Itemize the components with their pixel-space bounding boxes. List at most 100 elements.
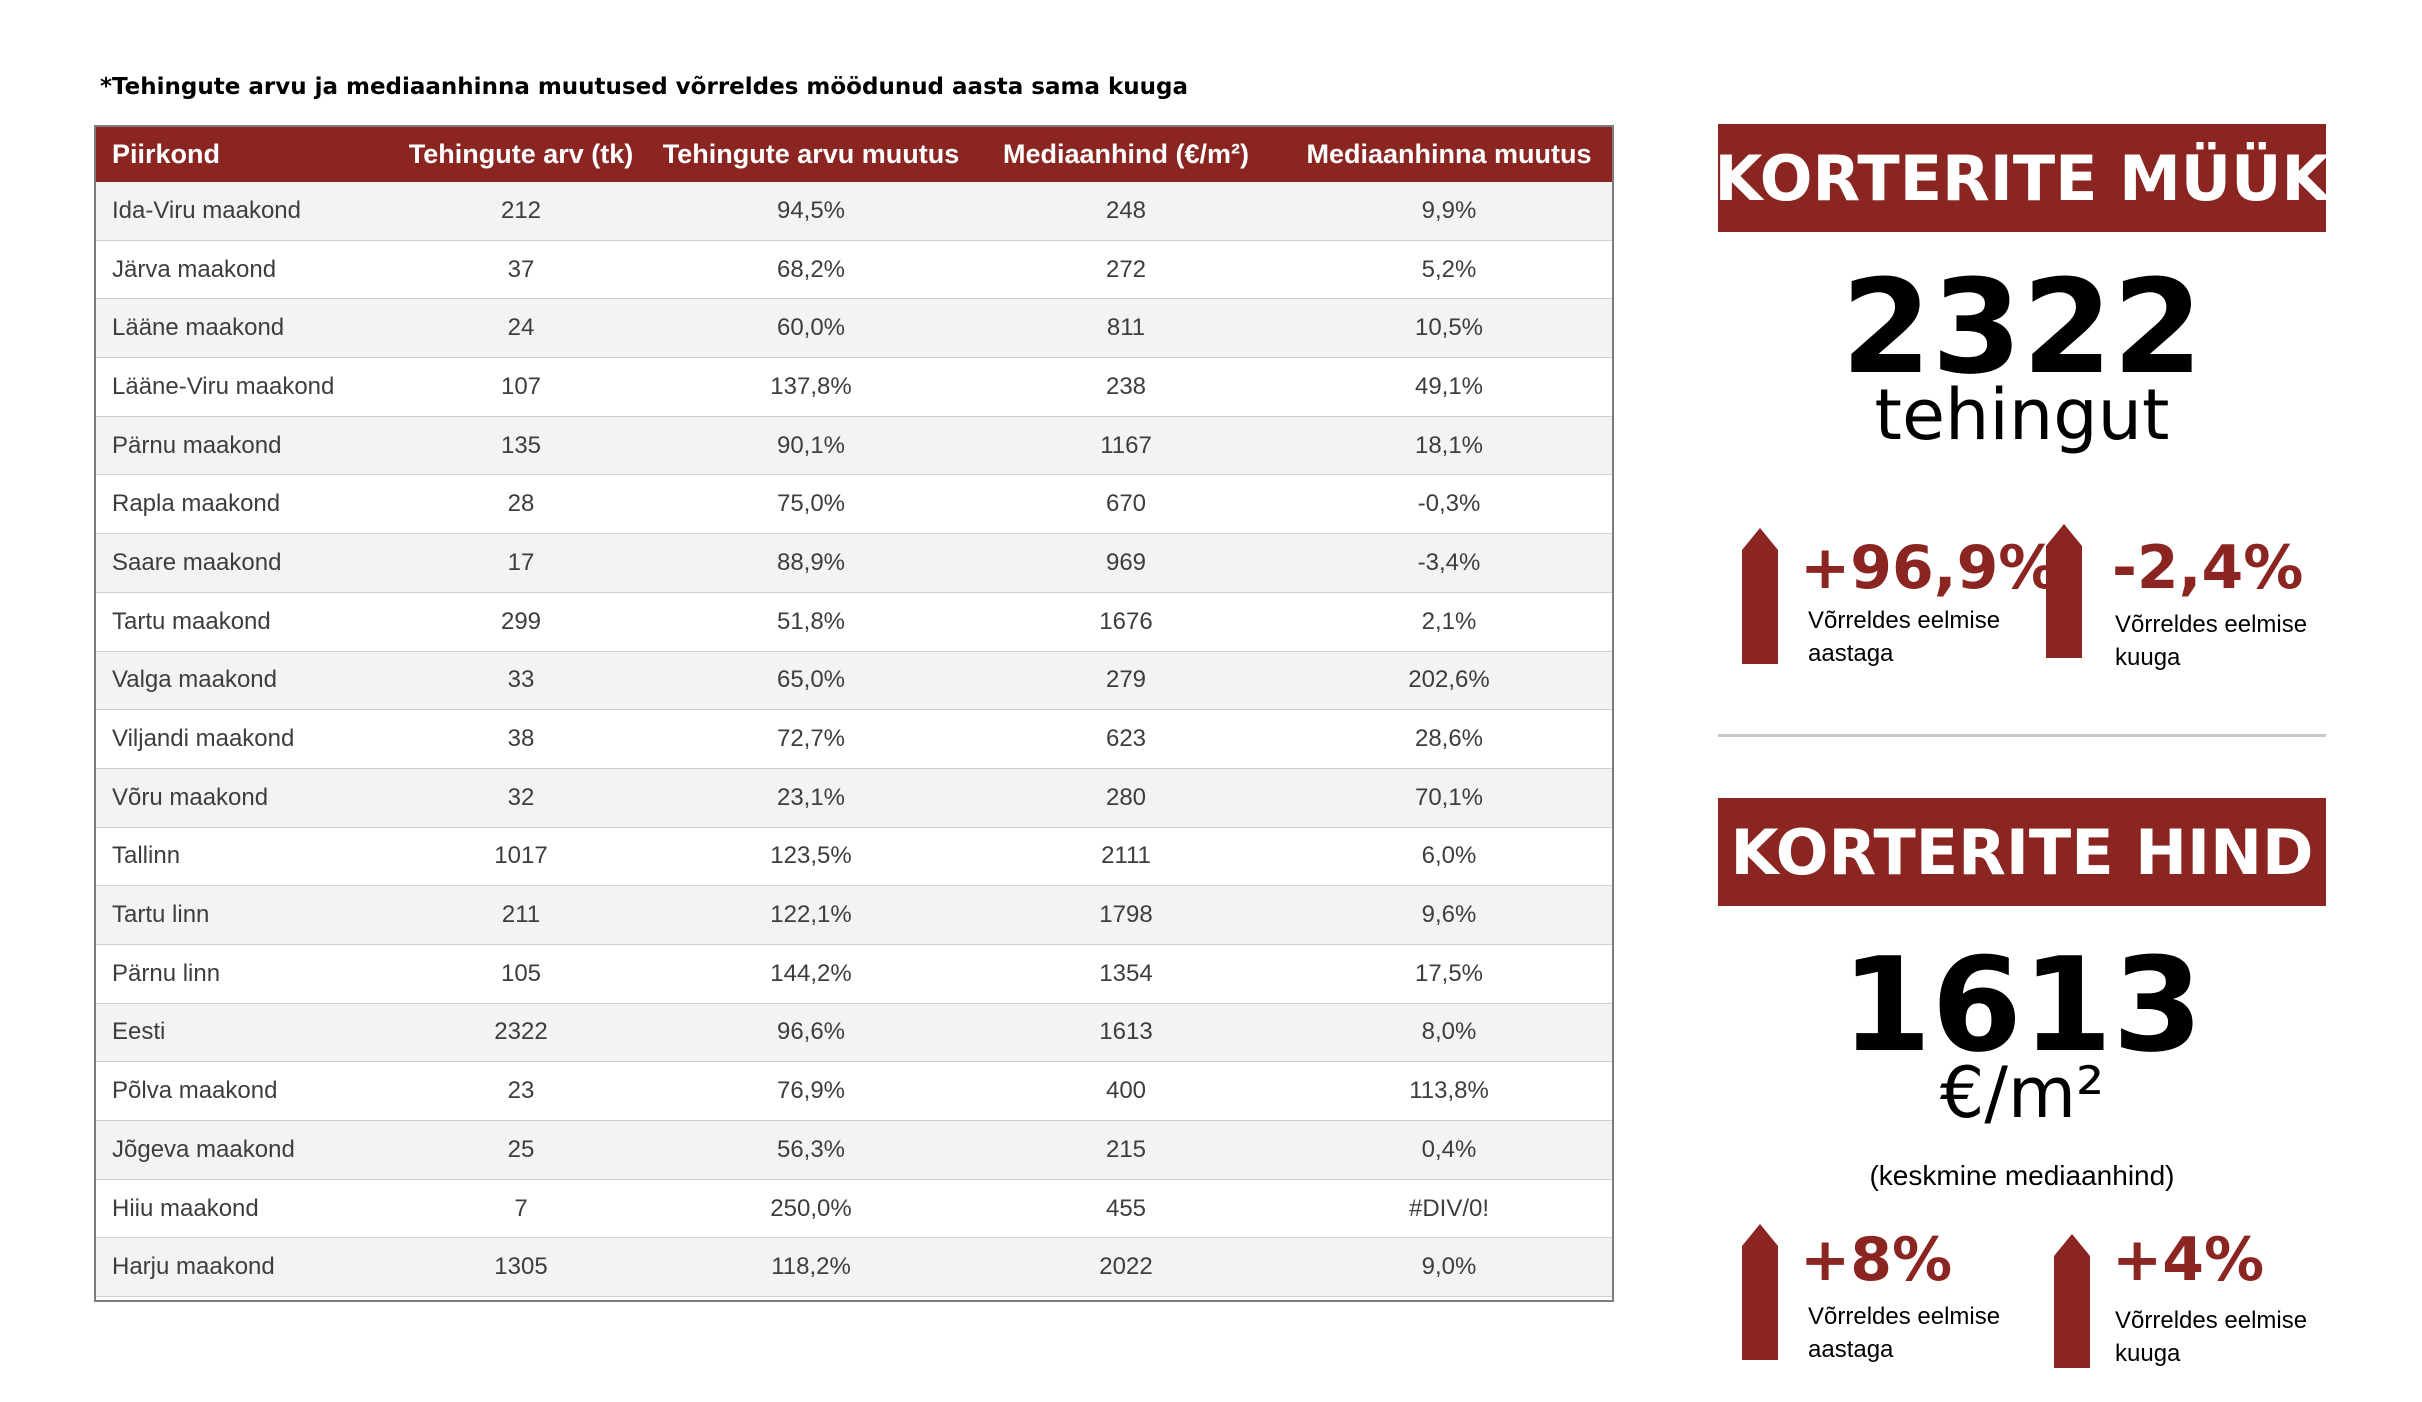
sales-count: 2322: [1841, 251, 2203, 403]
cell-transactions-change: 123,5%: [770, 842, 852, 870]
cell-transactions: 1017: [494, 842, 548, 870]
cell-median-price-change: 8,0%: [1421, 1018, 1477, 1046]
cell-median-price-change: -3,4%: [1417, 548, 1481, 576]
header-transactions: Tehingute arv (tk): [408, 139, 634, 169]
cell-transactions-change: 65,0%: [776, 666, 846, 694]
cell-transactions: 135: [500, 431, 542, 459]
header-median-price-change: Mediaanhinna muutus: [1306, 139, 1592, 169]
cell-median-price: 1354: [1099, 959, 1153, 987]
cell-median-price: 1676: [1099, 607, 1153, 635]
median-price-value: 1613: [1841, 929, 2203, 1081]
cell-median-price-change: 9,0%: [1421, 1253, 1477, 1281]
cell-median-price: 272: [1105, 255, 1147, 283]
cell-transactions-change: 90,1%: [776, 431, 846, 459]
cell-region: Pärnu maakond: [112, 431, 282, 459]
cell-median-price: 623: [1105, 725, 1147, 753]
table-row: Lääne maakond 24 60,0% 811 10,5%: [96, 299, 1612, 359]
arrow-up-icon: [1742, 528, 1782, 664]
cell-transactions-change: 51,8%: [776, 607, 846, 635]
cell-region: Tallinn: [112, 842, 181, 870]
header-transactions-change: Tehingute arvu muutus: [662, 139, 960, 169]
header-median-price: Mediaanhind (€/m²): [1002, 139, 1249, 169]
cell-median-price: 1798: [1099, 901, 1153, 929]
table-row: Eesti 2322 96,6% 1613 8,0%: [96, 1003, 1612, 1063]
price-banner: KORTERITE HIND: [1718, 798, 2326, 906]
cell-median-price: 969: [1105, 548, 1147, 576]
cell-transactions: 23: [507, 1077, 535, 1105]
cell-transactions: 105: [500, 959, 542, 987]
cell-transactions-change: 144,2%: [770, 959, 852, 987]
region-table: Piirkond Tehingute arv (tk) Tehingute ar…: [94, 125, 1614, 1302]
median-price-note: (keskmine mediaanhind): [1869, 1160, 2175, 1191]
table-row: Harju maakond 1305 118,2% 2022 9,0%: [96, 1238, 1612, 1298]
cell-median-price-change: 9,9%: [1421, 196, 1477, 224]
table-row: Võru maakond 32 23,1% 280 70,1%: [96, 768, 1612, 828]
table-row: Põlva maakond 23 76,9% 400 113,8%: [96, 1062, 1612, 1121]
table-row: Pärnu maakond 135 90,1% 1167 18,1%: [96, 416, 1612, 476]
cell-region: Lääne-Viru maakond: [112, 372, 335, 400]
arrow-up-icon: [2054, 1234, 2094, 1368]
cell-transactions-change: 68,2%: [776, 255, 846, 283]
cell-transactions-change: 122,1%: [770, 901, 852, 929]
cell-median-price-change: 17,5%: [1414, 959, 1484, 987]
cell-transactions: 24: [507, 314, 535, 342]
cell-transactions-change: 76,9%: [776, 1077, 846, 1105]
cell-transactions: 25: [507, 1135, 535, 1163]
table-row: Hiiu maakond 7 250,0% 455 #DIV/0!: [96, 1179, 1612, 1239]
cell-median-price: 215: [1105, 1135, 1147, 1163]
cell-region: Pärnu linn: [112, 959, 221, 987]
cell-transactions: 299: [500, 607, 542, 635]
cell-transactions-change: 72,7%: [776, 725, 846, 753]
cell-transactions-change: 88,9%: [776, 548, 846, 576]
section-divider: [1718, 734, 2326, 737]
table-row: Tartu maakond 299 51,8% 1676 2,1%: [96, 592, 1612, 652]
cell-median-price: 400: [1105, 1077, 1147, 1105]
cell-median-price: 1167: [1100, 431, 1152, 459]
cell-transactions: 28: [507, 490, 535, 518]
cell-median-price-change: 49,1%: [1414, 372, 1484, 400]
cell-transactions: 107: [500, 372, 542, 400]
cell-median-price-change: 10,5%: [1414, 314, 1484, 342]
cell-median-price-change: 28,6%: [1414, 725, 1484, 753]
table-row: Rapla maakond 28 75,0% 670 -0,3%: [96, 475, 1612, 535]
cell-region: Järva maakond: [112, 255, 277, 283]
cell-region: Põlva maakond: [112, 1077, 278, 1105]
cell-median-price-change: 6,0%: [1421, 842, 1477, 870]
table-row: Viljandi maakond 38 72,7% 623 28,6%: [96, 710, 1612, 769]
cell-median-price-change: 0,4%: [1421, 1135, 1477, 1163]
cell-median-price: 811: [1106, 314, 1146, 342]
cell-region: Jõgeva maakond: [112, 1135, 295, 1163]
sales-monthly-change: -2,4%: [2112, 533, 2304, 603]
cell-median-price-change: 113,8%: [1409, 1077, 1489, 1105]
cell-region: Hiiu maakond: [112, 1194, 259, 1222]
price-monthly-caption: Võrreldes eelmise kuuga: [2115, 1307, 2308, 1367]
cell-transactions-change: 75,0%: [776, 490, 846, 518]
cell-median-price-change: 5,2%: [1421, 255, 1477, 283]
cell-region: Ida-Viru maakond: [112, 196, 301, 224]
cell-transactions: 32: [507, 783, 535, 811]
cell-region: Viljandi maakond: [112, 725, 295, 753]
footnote: *Tehingute arvu ja mediaanhinna muutused…: [100, 74, 1189, 100]
median-price-unit: €/m²: [1939, 1052, 2105, 1134]
cell-transactions: 7: [514, 1194, 528, 1222]
arrow-up-icon: [1742, 1224, 1782, 1360]
cell-median-price: 670: [1105, 490, 1147, 518]
cell-transactions: 33: [507, 666, 535, 694]
cell-transactions-change: 118,2%: [771, 1253, 851, 1281]
cell-median-price-change: #DIV/0!: [1408, 1194, 1490, 1222]
cell-transactions-change: 23,1%: [776, 783, 846, 811]
cell-median-price: 280: [1105, 783, 1147, 811]
cell-median-price-change: -0,3%: [1417, 490, 1481, 518]
cell-region: Eesti: [112, 1018, 166, 1046]
cell-region: Rapla maakond: [112, 490, 281, 518]
cell-transactions: 17: [507, 548, 535, 576]
table-body: Ida-Viru maakond 212 94,5% 248 9,9% Järva maa…: [96, 182, 1612, 1298]
cell-region: Võru maakond: [112, 783, 269, 811]
cell-transactions: 37: [507, 255, 535, 283]
cell-median-price: 2022: [1099, 1253, 1153, 1281]
header-region: Piirkond: [112, 139, 221, 169]
sales-banner: KORTERITE MÜÜK: [1714, 124, 2330, 232]
cell-transactions: 2322: [494, 1018, 548, 1046]
table-row: Järva maakond 37 68,2% 272 5,2%: [96, 240, 1612, 300]
cell-median-price-change: 202,6%: [1408, 666, 1490, 694]
